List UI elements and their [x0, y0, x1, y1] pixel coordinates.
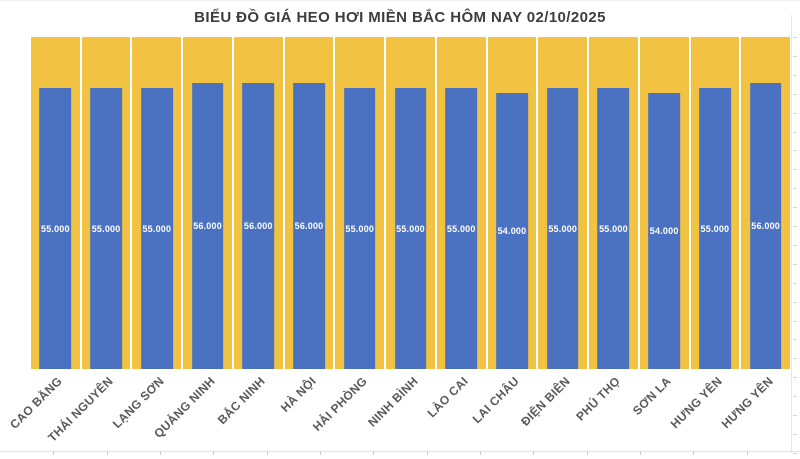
- x-axis-tick: [693, 451, 695, 455]
- bar-column: 54.000: [487, 37, 537, 369]
- y-axis-tick: [793, 93, 797, 95]
- y-axis-tick: [793, 112, 797, 114]
- x-axis-tick: [266, 451, 268, 455]
- price-bar: 56.000: [191, 82, 224, 369]
- bar-column: 54.000: [639, 37, 689, 369]
- bar-column: 55.000: [31, 37, 80, 369]
- bar-value-label: 55.000: [345, 223, 375, 234]
- y-axis-tick: [793, 320, 797, 322]
- price-bar: 55.000: [39, 88, 72, 369]
- y-axis-tick: [793, 37, 797, 38]
- bar-value-label: 55.000: [40, 223, 70, 234]
- y-axis-tick: [793, 263, 797, 265]
- bar-column: 56.000: [741, 37, 791, 369]
- price-bar: 54.000: [648, 93, 681, 369]
- y-axis-tick: [793, 55, 797, 57]
- y-axis-tick: [793, 282, 797, 284]
- y-axis-tick: [793, 207, 797, 209]
- y-axis-tick: [793, 396, 797, 398]
- bar-value-label: 56.000: [751, 220, 781, 231]
- x-axis-line: [0, 451, 800, 452]
- bar-column: 56.000: [284, 37, 334, 369]
- x-axis-tick: [426, 451, 428, 455]
- x-axis-tick: [213, 451, 215, 455]
- bar-column: 55.000: [335, 37, 385, 369]
- bar-value-label: 54.000: [497, 226, 527, 237]
- bar-column: 55.000: [538, 37, 588, 369]
- y-axis-tick: [793, 358, 797, 360]
- price-bar: 55.000: [546, 88, 579, 369]
- price-bar: 55.000: [343, 88, 376, 369]
- x-axis-tick: [320, 451, 321, 455]
- bar-column: 55.000: [436, 37, 486, 369]
- y-axis-tick: [793, 433, 797, 435]
- price-bar: 55.000: [140, 88, 173, 369]
- y-axis-tick: [793, 452, 797, 454]
- x-axis-tick: [106, 451, 108, 455]
- y-axis-tick: [793, 188, 797, 190]
- bar-column: 55.000: [589, 37, 638, 369]
- bar-column: 56.000: [233, 37, 283, 369]
- price-bar: 55.000: [394, 88, 427, 369]
- y-axis-tick: [793, 150, 797, 152]
- price-bar: 55.000: [597, 88, 630, 369]
- x-axis-tick: [640, 451, 641, 455]
- x-axis-tick: [160, 451, 161, 455]
- bar-value-label: 55.000: [599, 223, 628, 234]
- bar-column: 55.000: [386, 37, 435, 369]
- bar-value-label: 55.000: [446, 223, 476, 234]
- plot-area: 55.000 55.000 55.000 56.000 56.000 56.000 55.0…: [31, 37, 791, 369]
- y-axis-tick: [793, 377, 797, 379]
- price-bar: 54.000: [496, 93, 528, 369]
- bar-value-label: 55.000: [396, 223, 425, 234]
- x-axis-tick: [586, 451, 588, 455]
- bar-value-label: 55.000: [91, 223, 121, 234]
- price-bar: 56.000: [293, 82, 325, 369]
- bar-value-label: 56.000: [294, 220, 324, 231]
- x-axis-tick: [533, 451, 535, 455]
- y-axis-tick: [793, 339, 797, 341]
- bar-column: 56.000: [183, 37, 232, 369]
- bar-value-label: 55.000: [142, 223, 172, 234]
- bar-column: 55.000: [132, 37, 182, 369]
- bar-column: 55.000: [690, 37, 740, 369]
- bar-value-label: 56.000: [243, 220, 273, 231]
- bar-column: 55.000: [81, 37, 131, 369]
- price-bar: 55.000: [90, 88, 122, 369]
- chart-title: BIỂU ĐỒ GIÁ HEO HƠI MIỀN BẮC HÔM NAY 02/…: [194, 9, 606, 26]
- y-axis-line: [791, 15, 792, 453]
- price-bar: 56.000: [242, 82, 275, 369]
- price-bar: 56.000: [749, 82, 782, 369]
- bar-value-label: 56.000: [193, 220, 222, 231]
- price-bar: 55.000: [699, 88, 731, 369]
- x-axis-tick: [480, 451, 481, 455]
- bar-value-label: 55.000: [548, 223, 578, 234]
- bar-value-label: 54.000: [649, 226, 679, 237]
- x-axis-tick: [746, 451, 748, 455]
- x-axis-tick: [373, 451, 375, 455]
- y-axis-tick: [793, 131, 797, 133]
- y-axis-tick: [793, 244, 797, 246]
- y-axis-tick: [793, 415, 797, 416]
- x-axis-tick: [53, 451, 55, 455]
- price-bar: 55.000: [445, 88, 478, 369]
- y-axis-tick: [793, 301, 797, 303]
- bar-value-label: 55.000: [700, 223, 730, 234]
- y-axis-tick: [793, 169, 797, 171]
- y-axis-tick: [793, 226, 797, 227]
- y-axis-tick: [793, 74, 797, 76]
